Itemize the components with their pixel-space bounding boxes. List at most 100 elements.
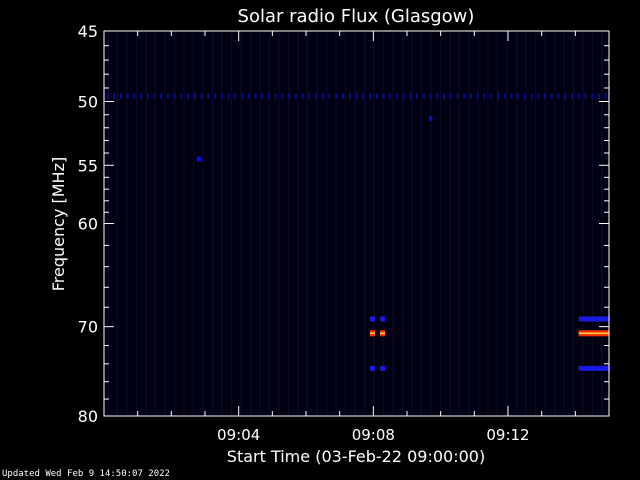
emission-dot	[153, 93, 156, 100]
emission-dot	[247, 93, 250, 100]
emission-core	[369, 332, 376, 335]
emission-dot	[510, 93, 513, 100]
emission-dot	[375, 93, 378, 100]
emission-dot	[166, 93, 169, 100]
emission-spot	[369, 316, 376, 322]
emission-dot	[335, 93, 338, 100]
emission-dot	[422, 93, 425, 100]
y-tick-label: 80	[78, 407, 98, 426]
emission-dot	[362, 93, 365, 100]
emission-dot	[328, 93, 331, 100]
y-tick-label: 70	[78, 318, 98, 337]
y-tick-label: 60	[78, 215, 98, 234]
emission-dot	[227, 93, 230, 100]
emission-dot	[443, 93, 446, 100]
emission-dot	[281, 93, 284, 100]
emission-dot	[382, 93, 385, 100]
emission-dot	[469, 93, 472, 100]
emission-dot	[389, 93, 392, 100]
y-tick-label: 55	[78, 156, 98, 175]
emission-dot	[113, 93, 116, 100]
emission-dot	[234, 93, 237, 100]
x-tick-label: 09:12	[486, 426, 529, 444]
emission-dot	[436, 93, 439, 100]
emission-dot	[584, 93, 587, 100]
emission-dot	[409, 93, 412, 100]
emission-spot	[369, 365, 376, 371]
emission-dot	[348, 93, 351, 100]
emission-dot	[126, 93, 129, 100]
y-axis-label: Frequency [MHz]	[49, 157, 68, 291]
emission-features	[106, 93, 609, 371]
emission-dot	[395, 93, 398, 100]
emission-dot	[517, 93, 520, 100]
emission-dot	[342, 93, 345, 100]
emission-dot	[355, 93, 358, 100]
emission-dot	[402, 93, 405, 100]
emission-core	[578, 332, 609, 335]
emission-dot	[544, 93, 547, 100]
emission-core	[380, 332, 386, 335]
emission-dot	[449, 93, 452, 100]
emission-dot	[368, 93, 371, 100]
y-tick-label: 45	[78, 22, 98, 41]
emission-dot	[564, 93, 567, 100]
emission-dot	[570, 93, 573, 100]
emission-dot	[214, 93, 217, 100]
axes: 09:04 09:08 09:12 45 50 55 60 70 80	[78, 22, 609, 444]
y-tick-label: 50	[78, 93, 98, 112]
emission-dot	[254, 93, 257, 100]
emission-dot	[577, 93, 580, 100]
emission-dot	[315, 93, 318, 100]
emission-dot	[200, 93, 203, 100]
emission-dot	[456, 93, 459, 100]
emission-dot	[476, 93, 479, 100]
emission-dot	[523, 93, 526, 100]
emission-dot	[207, 93, 210, 100]
emission-spot	[380, 365, 386, 371]
emission-dot	[550, 93, 553, 100]
emission-dot	[220, 93, 223, 100]
emission-dot	[288, 93, 291, 100]
emission-dot	[294, 93, 297, 100]
emission-dot	[429, 93, 432, 100]
emission-dot	[301, 93, 304, 100]
emission-dot	[160, 93, 163, 100]
emission-dot	[463, 93, 466, 100]
emission-dot	[321, 93, 324, 100]
emission-dot	[241, 93, 244, 100]
emission-dot	[140, 93, 143, 100]
emission-dot	[557, 93, 560, 100]
emission-dot	[483, 93, 486, 100]
emission-dot	[267, 93, 270, 100]
chart-title: Solar radio Flux (Glasgow)	[238, 6, 475, 27]
emission-dot	[119, 93, 122, 100]
emission-dot	[597, 93, 600, 100]
emission-band	[578, 365, 609, 371]
emission-dot	[193, 93, 196, 100]
updated-timestamp: Updated Wed Feb 9 14:50:07 2022	[2, 469, 170, 479]
emission-dot	[530, 93, 533, 100]
emission-spot	[196, 156, 202, 162]
emission-dot	[180, 93, 183, 100]
emission-dot	[537, 93, 540, 100]
emission-dot	[106, 93, 109, 100]
emission-band	[578, 316, 609, 322]
emission-dot	[496, 93, 499, 100]
emission-spot	[428, 116, 433, 122]
emission-dot	[274, 93, 277, 100]
emission-dot	[187, 93, 190, 100]
emission-dot	[490, 93, 493, 100]
x-axis-label: Start Time (03-Feb-22 09:00:00)	[227, 447, 485, 466]
emission-dot	[591, 93, 594, 100]
emission-dot	[146, 93, 149, 100]
emission-dot	[261, 93, 264, 100]
x-tick-label: 09:08	[352, 426, 395, 444]
emission-dot	[416, 93, 419, 100]
emission-dot	[308, 93, 311, 100]
emission-dot	[173, 93, 176, 100]
x-tick-label: 09:04	[217, 426, 260, 444]
plot-background	[104, 31, 609, 416]
emission-dot	[503, 93, 506, 100]
emission-dot	[133, 93, 136, 100]
